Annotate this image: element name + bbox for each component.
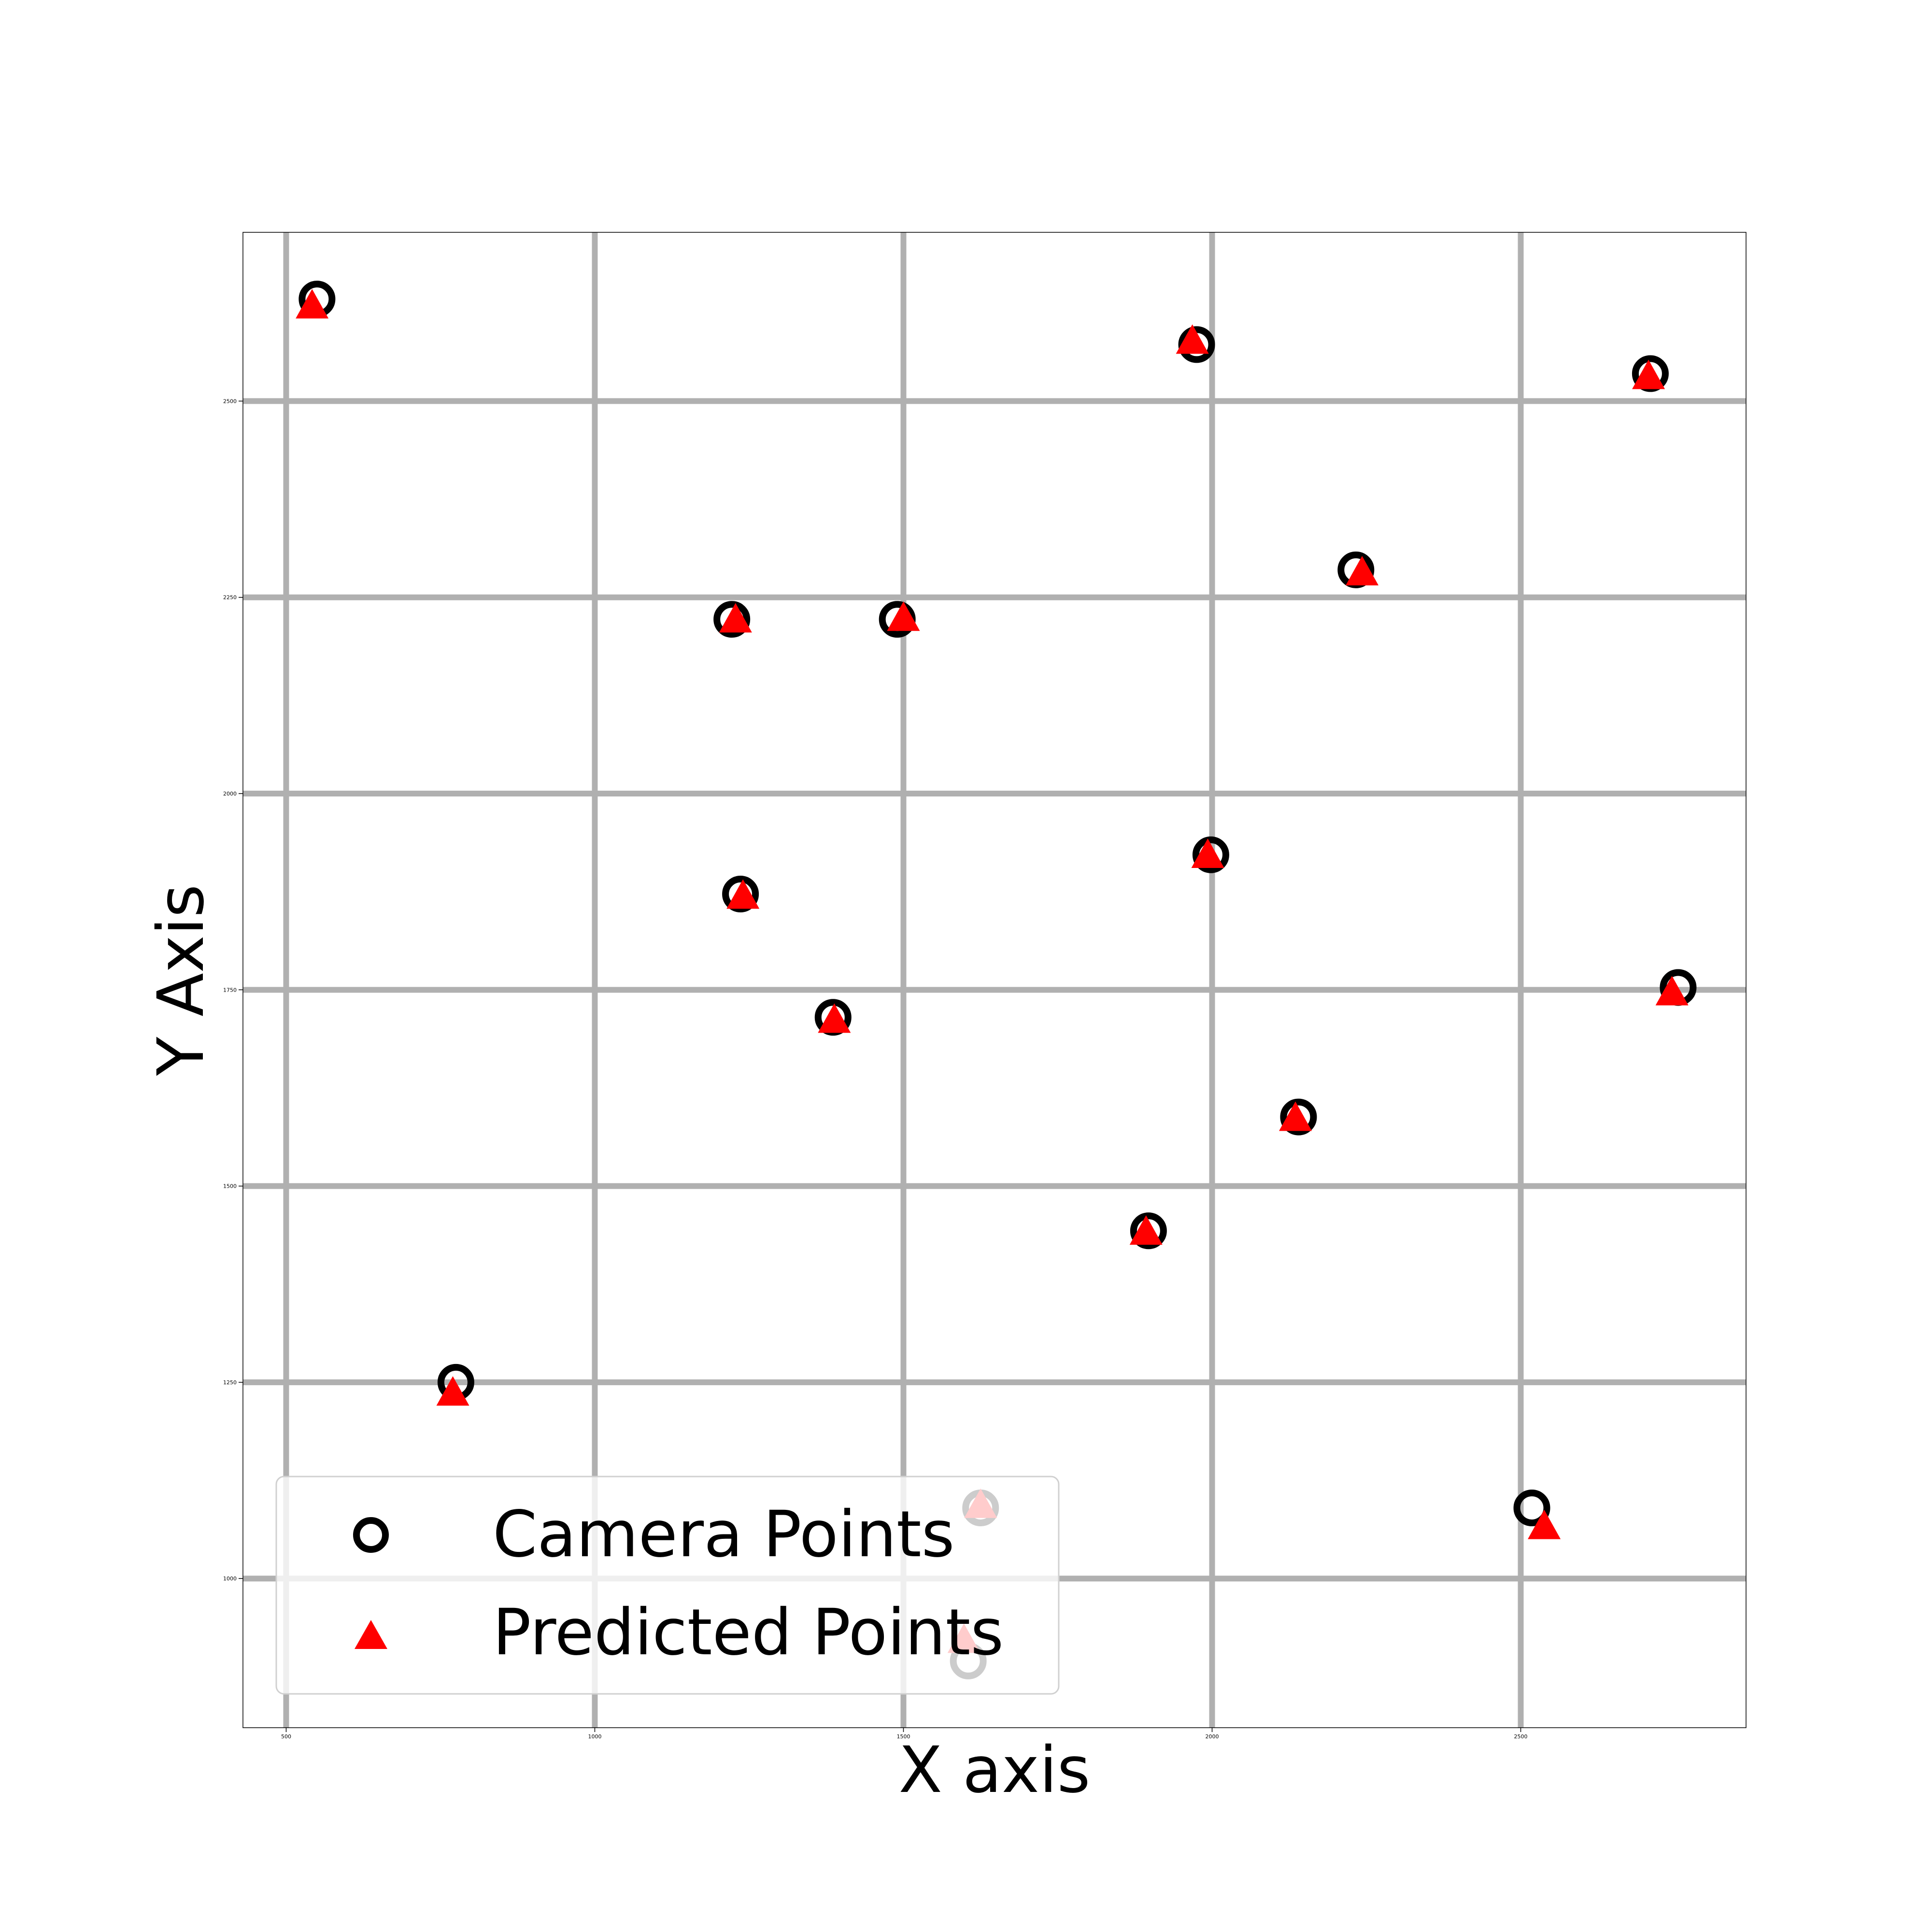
camera-point: [722, 876, 759, 913]
y-tick-label: 2250: [223, 595, 237, 601]
x-tick-label: 2000: [1206, 1733, 1219, 1740]
x-tick-label: 1500: [896, 1733, 910, 1740]
predicted-point: [1279, 1101, 1312, 1131]
y-axis-title: Y Axis: [144, 884, 218, 1076]
camera-point: [1130, 1212, 1167, 1250]
camera-point: [1280, 1098, 1317, 1136]
plot-frame: [242, 232, 1747, 1728]
predicted-point: [436, 1376, 469, 1406]
predicted-point: [1191, 838, 1224, 868]
predicted-point: [1176, 324, 1209, 354]
x-tick-label: 1000: [588, 1733, 601, 1740]
y-tick-label: 2500: [223, 398, 237, 404]
x-axis-title: X axis: [899, 1733, 1091, 1807]
predicted-point: [1129, 1215, 1163, 1245]
x-tick-label: 500: [281, 1733, 291, 1740]
predicted-point: [719, 603, 752, 633]
predicted-point: [1528, 1509, 1561, 1539]
camera-point: [1513, 1489, 1550, 1526]
axis-ticks: 500 1000 1500 2000 2500 1000 1250 1500 1750 2000 2…: [223, 398, 1528, 1740]
predicted-point: [1655, 976, 1689, 1006]
legend-camera-label: Camera Points: [493, 1497, 954, 1572]
predicted-point: [887, 601, 920, 631]
camera-point: [1192, 836, 1229, 873]
legend-camera-marker: [353, 1517, 389, 1553]
y-tick-label: 1750: [223, 987, 237, 993]
y-tick-label: 2000: [223, 791, 237, 797]
y-tick-label: 1250: [223, 1379, 237, 1386]
x-tick-label: 2500: [1514, 1733, 1528, 1740]
predicted-point: [726, 879, 760, 909]
legend-predicted-label: Predicted Points: [493, 1595, 1004, 1670]
y-tick-label: 1500: [223, 1183, 237, 1190]
predicted-point: [296, 289, 329, 319]
legend-predicted-marker: [355, 1620, 387, 1649]
predicted-point: [1346, 555, 1379, 585]
legend-box: [275, 1476, 1060, 1695]
camera-point: [713, 601, 751, 638]
predicted-point: [1632, 359, 1665, 389]
predicted-point: [818, 1003, 851, 1033]
y-tick-label: 1000: [223, 1576, 237, 1582]
legend: Camera Points Predicted Points: [275, 1476, 1060, 1695]
